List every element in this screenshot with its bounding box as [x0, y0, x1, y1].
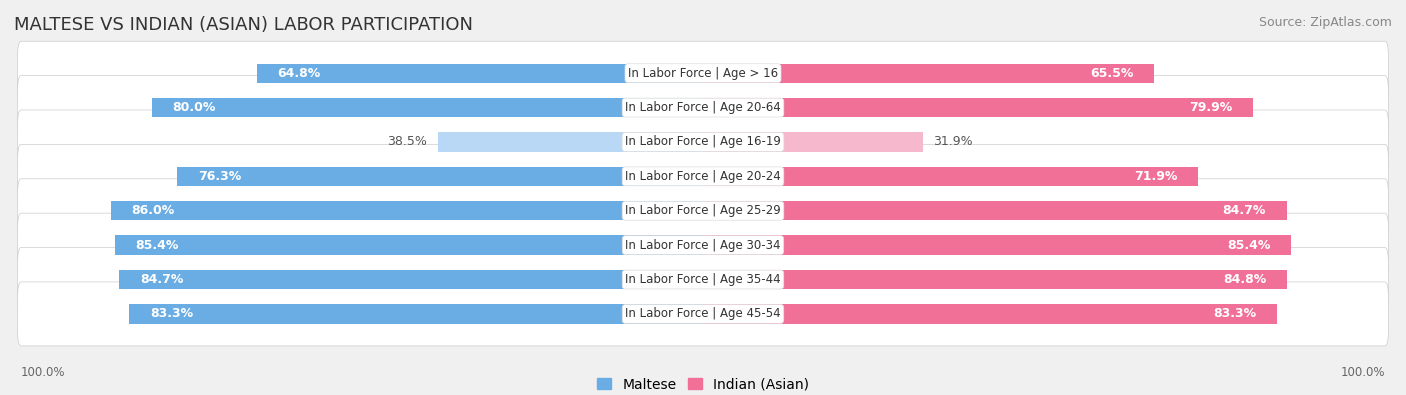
Bar	[703, 201, 1286, 220]
Bar	[129, 304, 703, 324]
Bar	[703, 167, 1198, 186]
Text: 85.4%: 85.4%	[135, 239, 179, 252]
Text: 79.9%: 79.9%	[1189, 101, 1233, 114]
FancyBboxPatch shape	[17, 110, 1389, 174]
Text: 83.3%: 83.3%	[1213, 307, 1256, 320]
Text: In Labor Force | Age 20-64: In Labor Force | Age 20-64	[626, 101, 780, 114]
Text: 85.4%: 85.4%	[1227, 239, 1271, 252]
Text: 71.9%: 71.9%	[1135, 170, 1178, 183]
Text: 38.5%: 38.5%	[388, 135, 427, 149]
FancyBboxPatch shape	[17, 179, 1389, 243]
Text: In Labor Force | Age 45-54: In Labor Force | Age 45-54	[626, 307, 780, 320]
Text: 84.7%: 84.7%	[141, 273, 184, 286]
Text: In Labor Force | Age 20-24: In Labor Force | Age 20-24	[626, 170, 780, 183]
Bar	[256, 64, 703, 83]
Bar	[703, 304, 1277, 324]
Text: 76.3%: 76.3%	[198, 170, 242, 183]
FancyBboxPatch shape	[17, 213, 1389, 277]
Bar	[703, 235, 1291, 255]
Bar	[703, 270, 1288, 289]
Bar	[115, 235, 703, 255]
Text: In Labor Force | Age 25-29: In Labor Force | Age 25-29	[626, 204, 780, 217]
Bar	[437, 132, 703, 152]
Text: 31.9%: 31.9%	[934, 135, 973, 149]
Text: In Labor Force | Age > 16: In Labor Force | Age > 16	[628, 67, 778, 80]
Text: In Labor Force | Age 30-34: In Labor Force | Age 30-34	[626, 239, 780, 252]
FancyBboxPatch shape	[17, 282, 1389, 346]
Text: 65.5%: 65.5%	[1090, 67, 1133, 80]
Text: In Labor Force | Age 35-44: In Labor Force | Age 35-44	[626, 273, 780, 286]
Text: 86.0%: 86.0%	[131, 204, 174, 217]
Bar	[177, 167, 703, 186]
FancyBboxPatch shape	[17, 75, 1389, 139]
Text: 84.7%: 84.7%	[1222, 204, 1265, 217]
Text: MALTESE VS INDIAN (ASIAN) LABOR PARTICIPATION: MALTESE VS INDIAN (ASIAN) LABOR PARTICIP…	[14, 16, 472, 34]
Bar	[703, 64, 1154, 83]
Text: 84.8%: 84.8%	[1223, 273, 1267, 286]
FancyBboxPatch shape	[17, 41, 1389, 105]
FancyBboxPatch shape	[17, 248, 1389, 312]
Text: 100.0%: 100.0%	[1340, 366, 1385, 379]
FancyBboxPatch shape	[17, 145, 1389, 208]
Text: In Labor Force | Age 16-19: In Labor Force | Age 16-19	[626, 135, 780, 149]
Text: 64.8%: 64.8%	[277, 67, 321, 80]
Bar	[120, 270, 703, 289]
Bar	[111, 201, 703, 220]
Bar	[703, 98, 1254, 117]
Text: 80.0%: 80.0%	[173, 101, 217, 114]
Legend: Maltese, Indian (Asian): Maltese, Indian (Asian)	[592, 372, 814, 395]
Bar	[703, 132, 922, 152]
Text: 100.0%: 100.0%	[21, 366, 66, 379]
Text: Source: ZipAtlas.com: Source: ZipAtlas.com	[1258, 16, 1392, 29]
Bar	[152, 98, 703, 117]
Text: 83.3%: 83.3%	[150, 307, 193, 320]
